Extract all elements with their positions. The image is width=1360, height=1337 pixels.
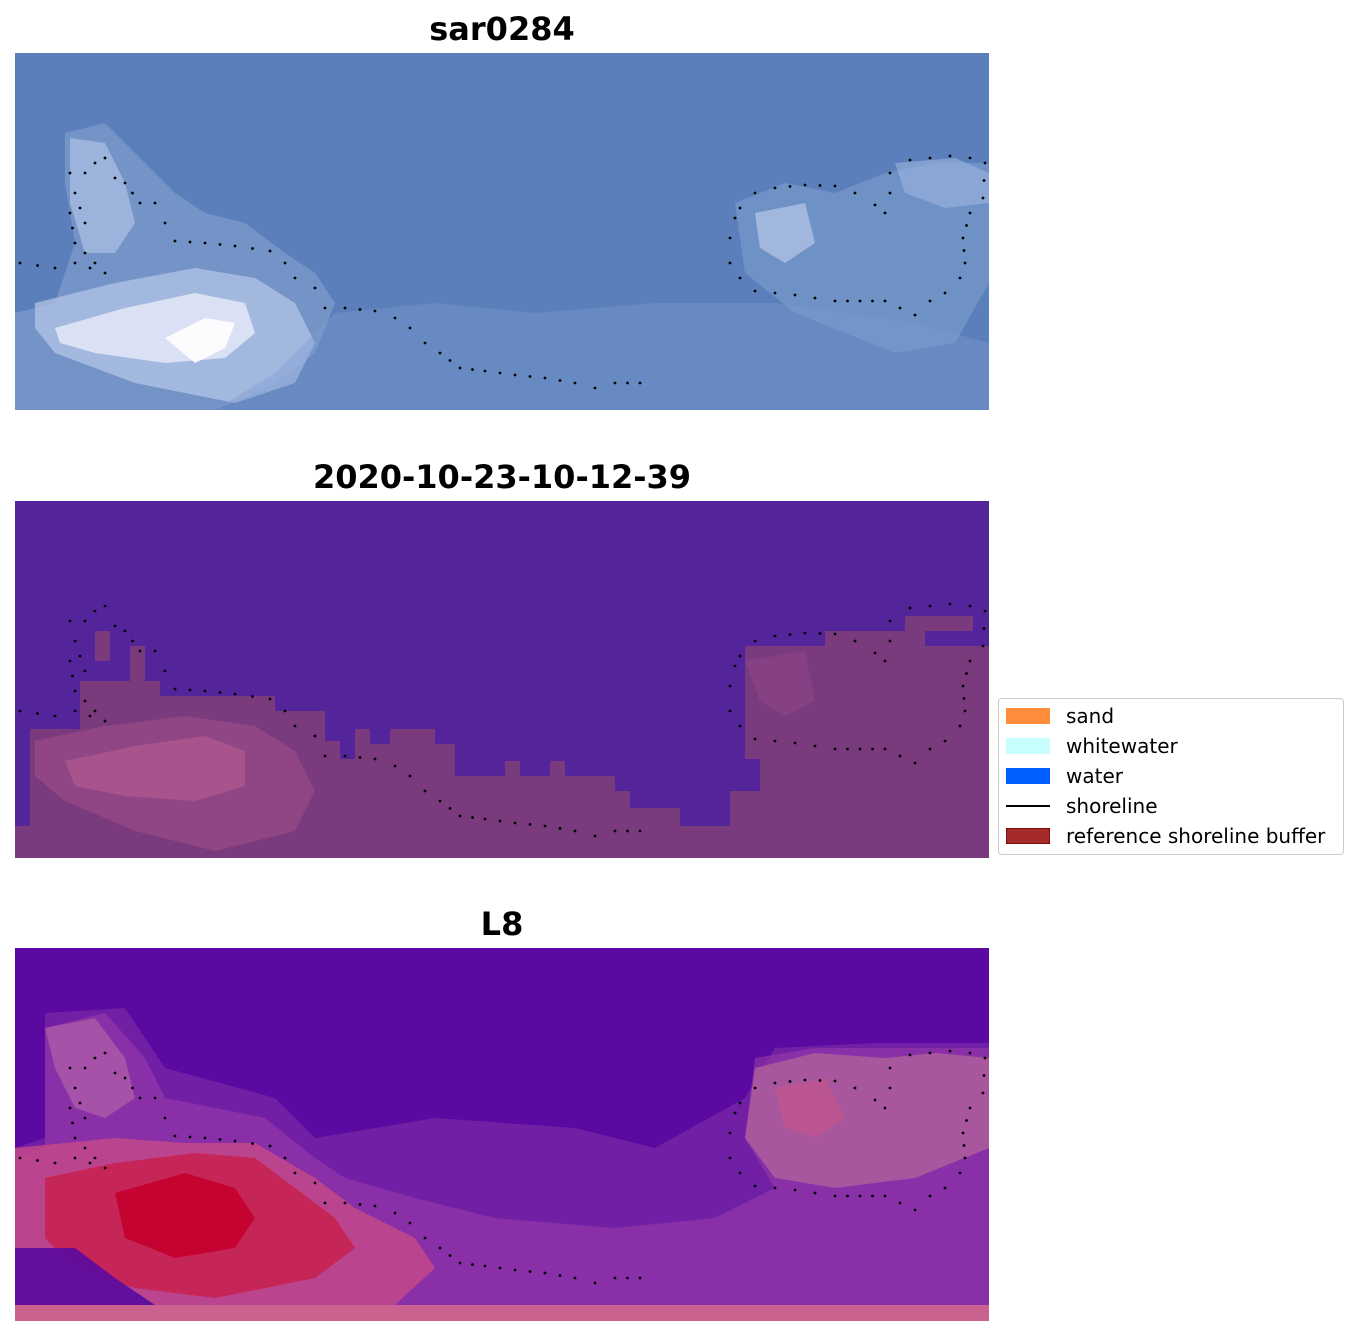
- panel-title-1: sar0284: [429, 10, 575, 48]
- legend-label-whitewater: whitewater: [1066, 734, 1178, 758]
- shoreline-dots: [18, 602, 987, 838]
- legend-label-reference-shoreline-buffer: reference shoreline buffer: [1066, 824, 1326, 848]
- legend-item-water: water: [1006, 764, 1123, 788]
- satellite-image-panel: [15, 53, 989, 410]
- legend-item-reference-shoreline-buffer: reference shoreline buffer: [1006, 824, 1325, 848]
- legend-item-shoreline: shoreline: [1006, 794, 1158, 818]
- classification-panel: [15, 501, 989, 858]
- legend: sand whitewater water shoreline referenc…: [998, 698, 1344, 855]
- index-map-panel: [15, 948, 989, 1321]
- sar-backscatter-layer: [15, 123, 989, 410]
- panel-title-2: 2020-10-23-10-12-39: [312, 458, 692, 496]
- legend-label-water: water: [1066, 764, 1123, 788]
- panel-title-3: L8: [480, 905, 524, 943]
- water-swatch: [1006, 768, 1050, 784]
- legend-label-shoreline: shoreline: [1066, 794, 1158, 818]
- land-class-layer: [15, 616, 989, 858]
- shoreline-dots: [18, 154, 987, 390]
- whitewater-swatch: [1006, 738, 1050, 754]
- buffer-swatch: [1006, 828, 1050, 844]
- shoreline-dots: [18, 1049, 987, 1285]
- legend-item-whitewater: whitewater: [1006, 734, 1178, 758]
- shoreline-line-swatch: [1006, 805, 1050, 807]
- legend-label-sand: sand: [1066, 704, 1115, 728]
- legend-item-sand: sand: [1006, 704, 1114, 728]
- buffer-strip: [15, 1305, 989, 1321]
- index-layer: [15, 1008, 989, 1305]
- sand-swatch: [1006, 708, 1050, 724]
